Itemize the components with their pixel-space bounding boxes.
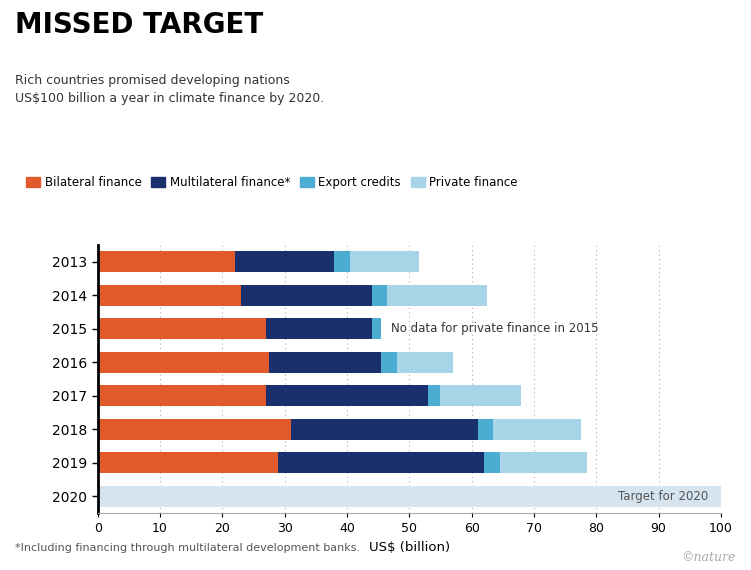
Bar [241, 285, 372, 306]
Bar [397, 352, 453, 373]
Bar [499, 453, 587, 473]
Bar [98, 319, 266, 339]
Bar [98, 453, 279, 473]
Bar [98, 251, 235, 272]
Bar [235, 251, 334, 272]
X-axis label: US$ (billion): US$ (billion) [369, 540, 450, 553]
Bar [440, 385, 521, 406]
Bar [382, 352, 397, 373]
Bar [493, 419, 581, 439]
Text: No data for private finance in 2015: No data for private finance in 2015 [391, 322, 598, 335]
Text: *Including financing through multilateral development banks.: *Including financing through multilatera… [15, 543, 360, 553]
Bar [372, 285, 388, 306]
Bar [98, 486, 721, 507]
Text: ©nature: ©nature [682, 551, 736, 564]
Bar [266, 385, 428, 406]
Bar [98, 352, 269, 373]
Bar [334, 251, 350, 272]
Bar [484, 453, 499, 473]
Bar [269, 352, 382, 373]
Bar [350, 251, 418, 272]
Bar [478, 419, 493, 439]
Text: MISSED TARGET: MISSED TARGET [15, 11, 264, 39]
Bar [98, 385, 266, 406]
Bar [98, 419, 291, 439]
Legend: Bilateral finance, Multilateral finance*, Export credits, Private finance: Bilateral finance, Multilateral finance*… [21, 171, 523, 194]
Bar [98, 285, 241, 306]
Bar [279, 453, 484, 473]
Bar [388, 285, 487, 306]
Text: Rich countries promised developing nations
US$100 billion a year in climate fina: Rich countries promised developing natio… [15, 74, 324, 105]
Bar [266, 319, 372, 339]
Bar [428, 385, 440, 406]
Bar [291, 419, 478, 439]
Text: Target for 2020: Target for 2020 [618, 490, 708, 503]
Bar [372, 319, 382, 339]
